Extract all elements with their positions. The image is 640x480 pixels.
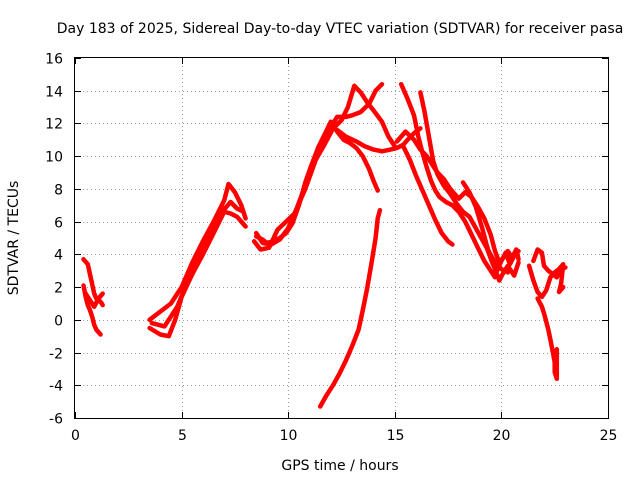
series-main-3 (149, 199, 246, 329)
series-late-4 (394, 129, 521, 265)
series-main-2 (147, 209, 248, 339)
y-tick-label: 10 (45, 150, 63, 166)
y-tick-label: -4 (49, 379, 63, 395)
y-tick-label: 6 (54, 216, 63, 232)
series-main-4 (253, 119, 380, 246)
axis-ticks: 0 5 10 15 20 25 -6 -4 -2 0 2 4 6 8 10 12 14 16 (45, 52, 617, 445)
x-tick-label: 20 (493, 428, 511, 444)
x-tick-label: 15 (387, 428, 405, 444)
y-tick-label: 2 (54, 281, 63, 297)
series-late-1 (398, 81, 498, 280)
chart-title: Day 183 of 2025, Sidereal Day-to-day VTE… (57, 21, 624, 37)
series-late-3 (401, 144, 455, 247)
plot-frame (74, 57, 609, 419)
series-early-3 (83, 291, 105, 309)
x-tick-label: 5 (178, 428, 187, 444)
series-late-6 (482, 239, 521, 273)
series-main-6 (251, 83, 398, 252)
series-early-1 (81, 257, 105, 308)
x-tick-label: 0 (71, 428, 80, 444)
y-tick-label: 16 (45, 52, 63, 68)
x-tick-label: 10 (280, 428, 298, 444)
y-tick-label: 14 (45, 85, 63, 101)
y-axis-label: SDTVAR / TECUs (6, 181, 22, 296)
y-tick-label: -2 (49, 347, 63, 363)
series-main-5 (253, 81, 385, 247)
series-main-1 (147, 181, 248, 323)
data-series-group (81, 81, 568, 409)
series-main-7 (334, 126, 423, 154)
series-end-3 (535, 296, 560, 381)
series-rise (317, 207, 383, 409)
grid (75, 58, 608, 418)
y-tick-label: 12 (45, 117, 63, 133)
x-tick-label: 25 (600, 428, 618, 444)
y-tick-label: 8 (54, 183, 63, 199)
y-tick-label: 0 (54, 314, 63, 330)
y-tick-label: -6 (49, 412, 63, 428)
x-axis-label: GPS time / hours (281, 458, 398, 474)
y-tick-label: 4 (54, 248, 63, 264)
series-end-2 (531, 247, 568, 280)
